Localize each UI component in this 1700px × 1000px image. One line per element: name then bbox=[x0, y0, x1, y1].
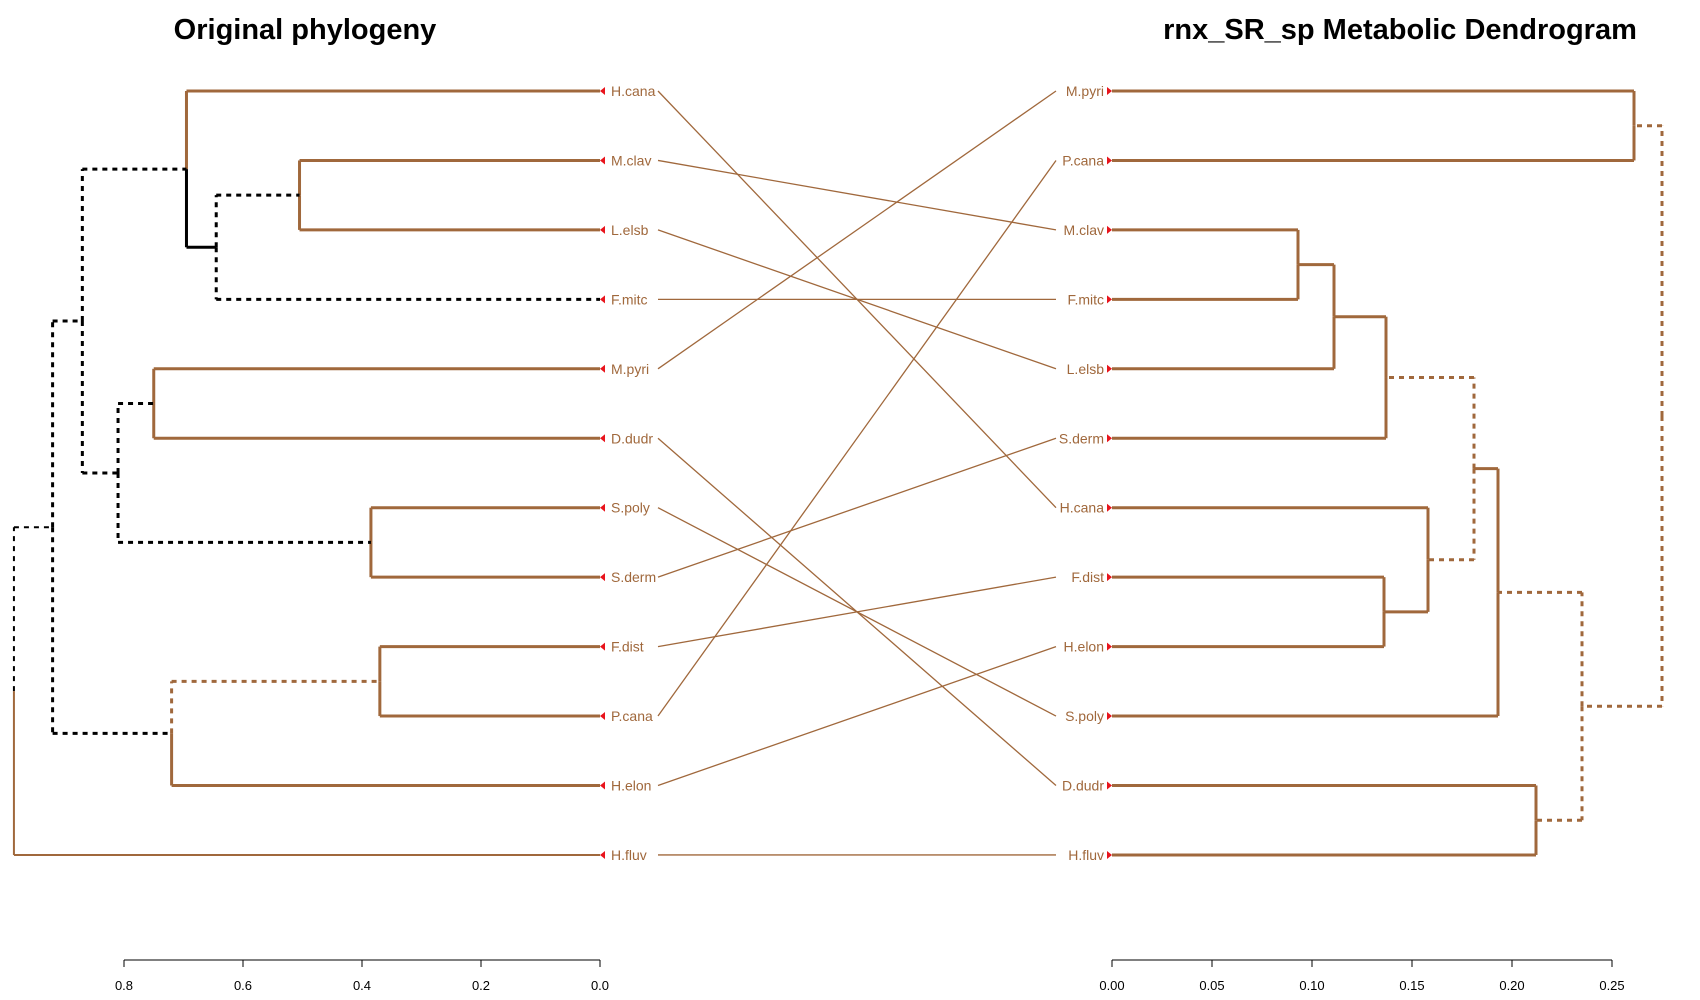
leaf-marker bbox=[600, 434, 605, 443]
leaf-marker bbox=[1107, 156, 1112, 165]
left-title: Original phylogeny bbox=[174, 14, 437, 46]
leaf-label: F.dist bbox=[611, 639, 644, 655]
leaf-marker bbox=[600, 295, 605, 304]
leaf-label: H.fluv bbox=[1068, 847, 1104, 863]
leaf-label: L.elsb bbox=[611, 222, 649, 238]
tick-label: 0.10 bbox=[1299, 978, 1324, 993]
leaf-marker bbox=[600, 642, 605, 651]
leaf-marker bbox=[600, 87, 605, 95]
tick-label: 0.25 bbox=[1599, 978, 1624, 993]
leaf-marker bbox=[1107, 295, 1112, 304]
leaf-label: H.cana bbox=[611, 83, 656, 99]
leaf-marker bbox=[1107, 225, 1112, 234]
leaf-label: H.elon bbox=[1064, 639, 1104, 655]
leaf-label: S.poly bbox=[1065, 708, 1104, 724]
tick-label: 0.6 bbox=[234, 978, 252, 993]
leaf-label: H.cana bbox=[1060, 500, 1105, 516]
leaf-label: S.derm bbox=[1059, 430, 1104, 446]
connector-line bbox=[657, 90, 1057, 370]
leaf-label: P.cana bbox=[611, 708, 653, 724]
leaf-marker bbox=[1107, 850, 1112, 859]
leaf-marker bbox=[1107, 364, 1112, 373]
leaf-label: S.derm bbox=[611, 569, 656, 585]
leaf-marker bbox=[1107, 87, 1112, 95]
right-title: rnx_SR_sp Metabolic Dendrogram bbox=[1163, 14, 1637, 46]
tick-label: 0.00 bbox=[1099, 978, 1124, 993]
connector-line bbox=[657, 159, 1057, 231]
left-axis: 0.8 0.6 0.4 0.2 0.0 bbox=[115, 959, 609, 993]
leaf-label: F.mitc bbox=[1067, 291, 1104, 307]
tick-label: 0.20 bbox=[1499, 978, 1524, 993]
leaf-marker bbox=[600, 503, 605, 512]
tanglegram-connectors bbox=[657, 90, 1057, 856]
connector-line bbox=[657, 160, 1057, 717]
leaf-label: M.clav bbox=[1064, 222, 1104, 238]
leaf-marker bbox=[1107, 503, 1112, 512]
leaf-marker bbox=[600, 225, 605, 234]
leaf-label: H.elon bbox=[611, 778, 651, 794]
leaf-label: D.dudr bbox=[1062, 778, 1104, 794]
tick-label: 0.0 bbox=[591, 978, 609, 993]
right-dendrogram: M.pyri P.cana M.clav F.mitc L.elsb S.derm H.ca… bbox=[1059, 83, 1664, 863]
connector-line bbox=[657, 576, 1057, 648]
leaf-label: S.poly bbox=[611, 500, 650, 516]
leaf-marker bbox=[1107, 573, 1112, 582]
connector-line bbox=[657, 645, 1057, 787]
leaf-marker bbox=[1107, 642, 1112, 651]
leaf-marker bbox=[600, 573, 605, 582]
leaf-marker bbox=[600, 156, 605, 165]
leaf-label: P.cana bbox=[1062, 152, 1104, 168]
tick-label: 0.15 bbox=[1399, 978, 1424, 993]
leaf-marker bbox=[600, 850, 605, 859]
tick-label: 0.05 bbox=[1199, 978, 1224, 993]
tick-label: 0.2 bbox=[472, 978, 490, 993]
right-axis: 0.00 0.05 0.10 0.15 0.20 0.25 bbox=[1099, 959, 1625, 993]
leaf-label: H.fluv bbox=[611, 847, 647, 863]
leaf-marker bbox=[600, 364, 605, 373]
left-dendrogram: H.cana M.clav L.elsb F.mitc M.pyri D.dudr S.po… bbox=[12, 83, 656, 863]
leaf-marker bbox=[1107, 781, 1112, 790]
leaf-label: D.dudr bbox=[611, 430, 653, 446]
tick-label: 0.8 bbox=[115, 978, 133, 993]
leaf-label: M.pyri bbox=[1066, 83, 1104, 99]
leaf-marker bbox=[600, 781, 605, 790]
tick-label: 0.4 bbox=[353, 978, 371, 993]
leaf-label: L.elsb bbox=[1067, 361, 1105, 377]
leaf-label: M.pyri bbox=[611, 361, 649, 377]
leaf-label: M.clav bbox=[611, 152, 651, 168]
leaf-label: F.mitc bbox=[611, 291, 648, 307]
connector-line bbox=[657, 437, 1057, 578]
leaf-marker bbox=[1107, 712, 1112, 721]
leaf-label: F.dist bbox=[1071, 569, 1104, 585]
leaf-marker bbox=[1107, 434, 1112, 443]
leaf-marker bbox=[600, 712, 605, 721]
